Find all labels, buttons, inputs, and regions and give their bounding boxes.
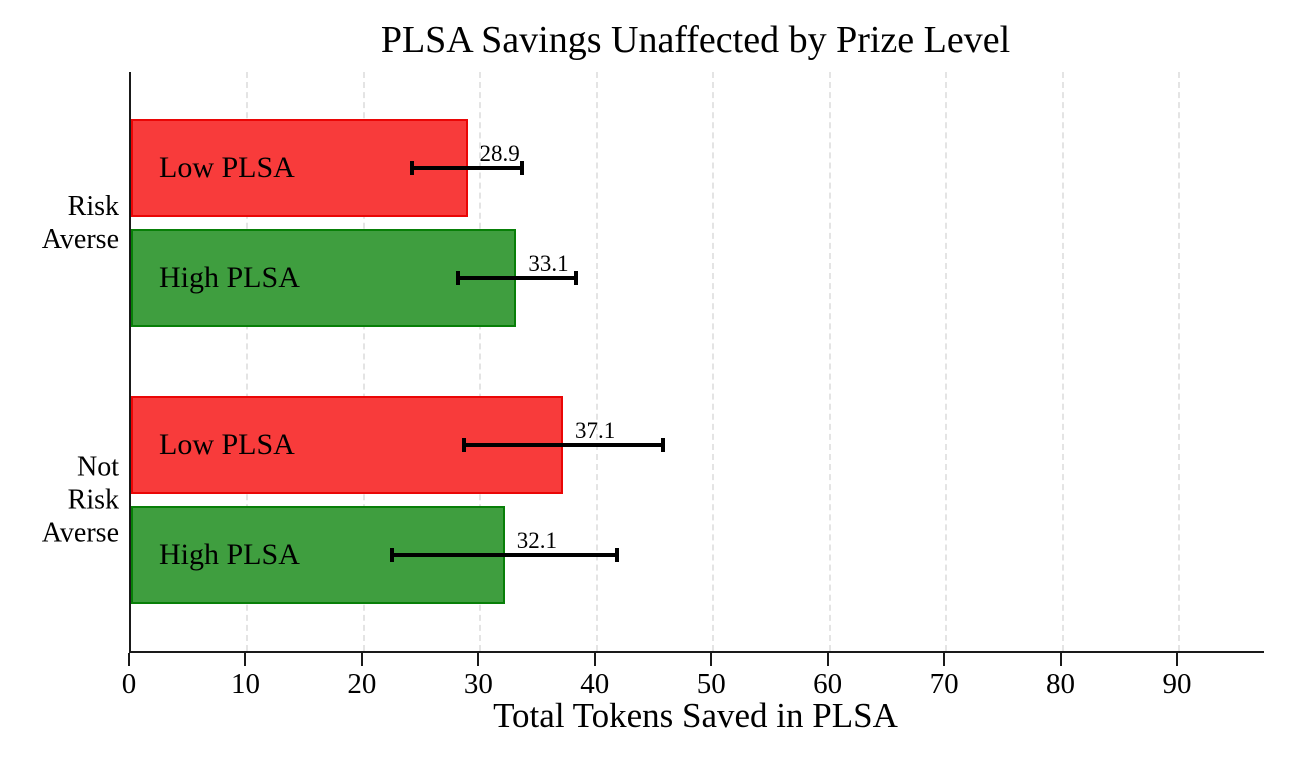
gridline-30: [479, 72, 482, 651]
gridline-50: [712, 72, 715, 651]
chart-title: PLSA Savings Unaffected by Prize Level: [380, 19, 1011, 61]
error-bar-cap-low: [409, 161, 414, 175]
x-tick-label-20: 20: [347, 668, 377, 700]
x-tick-mark-40: [593, 653, 596, 666]
x-tick-label-40: 40: [580, 668, 610, 700]
error-bar: [391, 553, 617, 557]
value-label-high-plsa: 33.1: [528, 251, 569, 276]
x-tick-mark-20: [360, 653, 363, 666]
category-line: Not: [77, 451, 119, 483]
error-bar: [411, 166, 523, 170]
category-line: Averse: [41, 224, 119, 255]
gridline-70: [945, 72, 948, 651]
error-bar-cap-high: [661, 438, 666, 452]
x-axis: 0 10 20 30 40 50 60 70 80 90: [122, 651, 1262, 711]
error-bar-cap-low: [456, 271, 461, 285]
x-tick-label-30: 30: [463, 668, 493, 700]
error-bar: [458, 276, 576, 280]
x-tick-mark-80: [1059, 653, 1062, 666]
plot-area: Low PLSA 28.9 High PLSA 33.1 Low PLSA 37.1 Hig…: [129, 72, 1264, 653]
bar-label-low-plsa: Low PLSA: [159, 428, 295, 461]
category-line: Risk: [67, 484, 119, 516]
x-tick-mark-30: [477, 653, 480, 666]
x-tick-mark-90: [1175, 653, 1178, 666]
value-label-high-plsa: 32.1: [516, 528, 558, 553]
gridline-90: [1177, 72, 1180, 651]
x-tick-label-90: 90: [1162, 668, 1192, 700]
x-tick-mark-50: [710, 653, 713, 666]
error-bar-cap-high: [520, 161, 525, 175]
error-bar-cap-low: [462, 438, 467, 452]
value-label-low-plsa: 37.1: [575, 418, 616, 443]
x-tick-mark-70: [943, 653, 946, 666]
x-axis-label: Total Tokens Saved in PLSA: [493, 696, 898, 735]
gridline-60: [828, 72, 831, 651]
x-tick-label-80: 80: [1046, 668, 1076, 700]
category-label-risk-averse: Risk Averse: [42, 190, 119, 256]
x-tick-label-60: 60: [813, 668, 843, 700]
gridline-80: [1061, 72, 1064, 651]
category-line: Averse: [41, 517, 119, 549]
x-tick-mark-10: [244, 653, 247, 666]
x-tick-label-50: 50: [696, 668, 726, 700]
gridline-20: [362, 72, 365, 651]
value-label-low-plsa: 28.9: [479, 141, 520, 166]
gridline-40: [595, 72, 598, 651]
x-tick-mark-60: [826, 653, 829, 666]
category-line: Risk: [67, 191, 119, 222]
bar-high-plsa: High PLSA: [131, 506, 505, 604]
x-tick-mark-0: [128, 653, 130, 666]
error-bar-cap-low: [389, 548, 394, 562]
error-bar-cap-high: [573, 271, 578, 285]
error-bar-cap-high: [614, 548, 619, 562]
category-label-not-risk-averse: Not Risk Averse: [42, 451, 119, 550]
x-tick-label-10: 10: [230, 668, 260, 700]
x-tick-label-70: 70: [929, 668, 959, 700]
error-bar: [464, 443, 664, 447]
x-tick-label-0: 0: [121, 668, 137, 700]
bar-label-high-plsa: High PLSA: [159, 261, 300, 294]
bar-label-low-plsa: Low PLSA: [159, 151, 295, 184]
bar-label-high-plsa: High PLSA: [159, 538, 300, 571]
bar-high-plsa: High PLSA: [131, 229, 517, 327]
gridline-10: [246, 72, 249, 651]
